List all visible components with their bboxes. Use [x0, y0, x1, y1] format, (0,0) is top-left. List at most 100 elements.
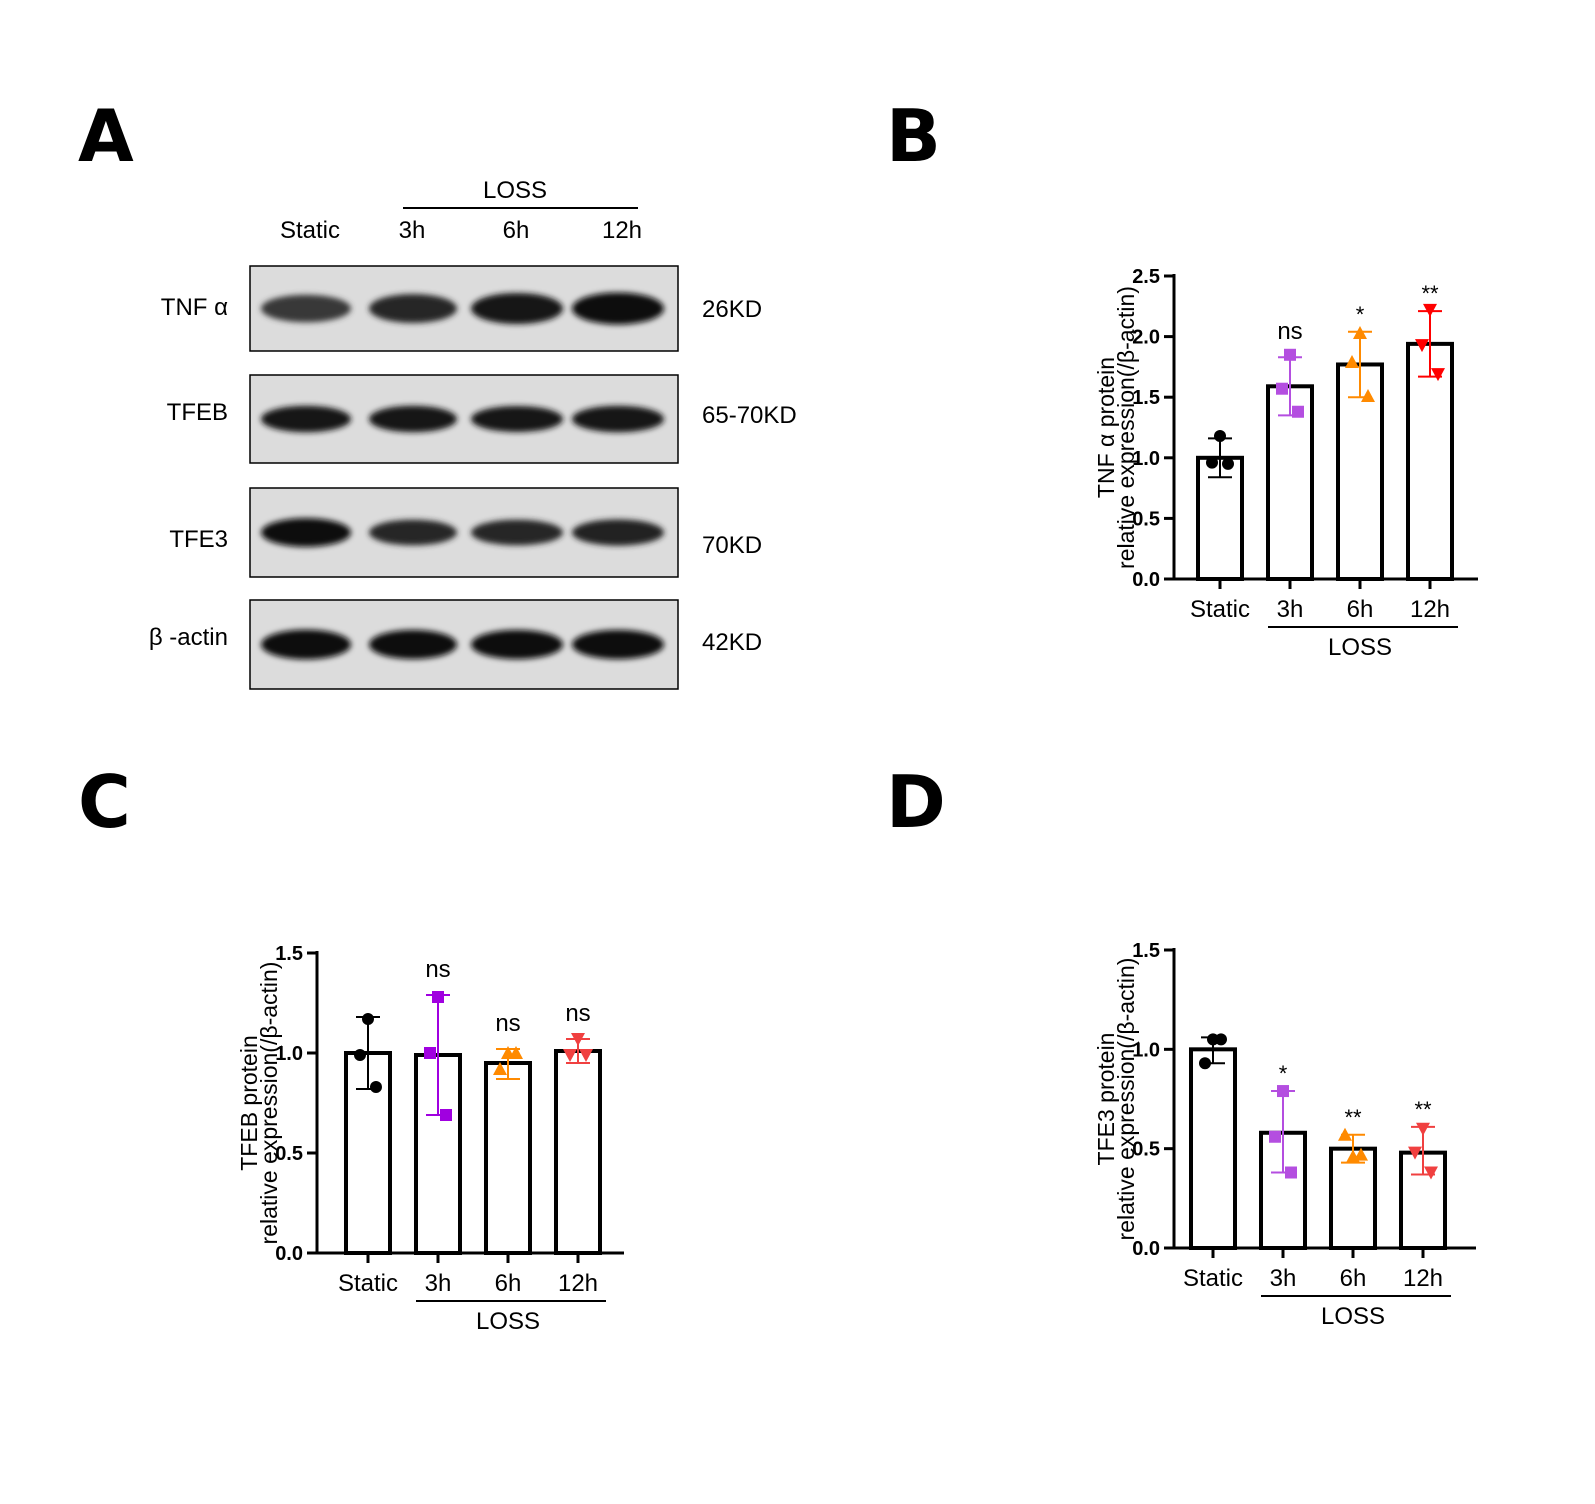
y-axis-label-line2: relative expression(/β-actin)	[1113, 958, 1139, 1241]
data-point	[1424, 1166, 1438, 1180]
significance-label: *	[1279, 1061, 1288, 1086]
bar	[554, 1049, 602, 1255]
bar	[1189, 1047, 1237, 1250]
x-tick-label: 6h	[1340, 1265, 1367, 1292]
data-point	[1285, 1166, 1297, 1179]
bar	[484, 1061, 532, 1255]
y-tick-label: 0.5	[275, 1143, 303, 1165]
western-blot-panel: Static 3h 6h 12h LOSS TNF α 26KD TFEB 65-70KD TFE…	[149, 177, 797, 690]
x-tick-label: 3h	[425, 1270, 452, 1297]
blot-band	[572, 405, 664, 433]
blot-band	[572, 629, 664, 660]
panel-label-c: C	[78, 760, 131, 844]
data-point	[1284, 348, 1296, 361]
data-point	[1338, 1127, 1352, 1141]
blot-band	[369, 519, 457, 546]
data-point	[424, 1047, 436, 1059]
panel-label-b: B	[886, 94, 941, 178]
blot-group-label: LOSS	[483, 177, 547, 204]
blot-protein-label: TFE3	[169, 526, 228, 553]
x-tick-label: 6h	[495, 1270, 522, 1297]
y-axis-label-line2: relative expression(/β-actin)	[1113, 286, 1139, 569]
blot-lane-label: 3h	[399, 217, 426, 244]
blot-protein-label: β -actin	[149, 624, 228, 651]
data-point	[509, 1046, 523, 1059]
data-point	[1408, 1146, 1422, 1160]
y-tick-label: 1.0	[1132, 1039, 1160, 1061]
significance-label: ns	[425, 956, 450, 983]
blot-band	[261, 518, 351, 547]
x-tick-label: 6h	[1347, 596, 1374, 623]
y-axis-label-line1: TNF α protein	[1093, 357, 1119, 498]
y-tick-label: 1.0	[275, 1043, 303, 1065]
blot-band	[369, 629, 457, 660]
x-tick-label: 12h	[558, 1270, 598, 1297]
significance-label: ns	[495, 1010, 520, 1037]
blot-lane-label: 12h	[602, 217, 642, 244]
data-point	[1423, 303, 1437, 317]
y-axis-label-line2: relative expression(/β-actin)	[256, 962, 282, 1245]
blot-lane-label: Static	[280, 217, 340, 244]
y-tick-label: 0.5	[1132, 1139, 1160, 1161]
blot-size-label: 42KD	[702, 629, 762, 656]
blot-band	[471, 629, 563, 660]
data-point	[1206, 456, 1218, 469]
data-point	[493, 1062, 507, 1075]
data-point	[1276, 382, 1288, 395]
bar	[1336, 362, 1384, 581]
x-tick-label: 12h	[1410, 596, 1450, 623]
group-label: LOSS	[1321, 1303, 1385, 1330]
data-point	[1416, 1122, 1430, 1136]
y-axis-label-line1: TFE3 protein	[1093, 1033, 1119, 1166]
blot-band	[261, 405, 351, 433]
blot-band	[261, 629, 351, 660]
blot-lane-label: 6h	[503, 217, 530, 244]
bar	[1406, 341, 1454, 582]
significance-label: **	[1344, 1105, 1362, 1130]
x-tick-label: 3h	[1270, 1265, 1297, 1292]
blot-band	[471, 519, 563, 546]
blot-protein-label: TFEB	[167, 399, 228, 426]
panel-label-a: A	[78, 94, 134, 178]
y-tick-label: 1.0	[1132, 448, 1160, 470]
y-tick-label: 1.5	[1132, 387, 1160, 409]
data-point	[1222, 457, 1234, 470]
data-point	[1199, 1057, 1211, 1070]
data-point	[1345, 355, 1359, 369]
data-point	[571, 1033, 585, 1046]
data-point	[1431, 368, 1445, 382]
panel-label-d: D	[886, 760, 946, 844]
bar	[1196, 455, 1244, 581]
blot-band	[369, 405, 457, 433]
significance-label: ns	[565, 1000, 590, 1027]
data-point	[1354, 1147, 1368, 1161]
data-point	[1215, 1033, 1227, 1046]
blot-band	[572, 292, 664, 325]
y-tick-label: 2.5	[1132, 266, 1160, 288]
blot-band	[572, 519, 664, 546]
data-point	[362, 1013, 374, 1025]
data-point	[1214, 429, 1226, 442]
y-tick-label: 0.0	[1132, 1238, 1160, 1260]
significance-label: ns	[1277, 318, 1302, 345]
group-label: LOSS	[1328, 634, 1392, 661]
data-point	[1415, 339, 1429, 353]
y-axis-label-line1: TFEB protein	[236, 1035, 262, 1171]
data-point	[370, 1081, 382, 1093]
x-tick-label: Static	[1190, 596, 1250, 623]
y-tick-label: 1.5	[275, 943, 303, 965]
y-tick-label: 0.0	[1132, 569, 1160, 591]
data-point	[579, 1049, 593, 1062]
blot-size-label: 65-70KD	[702, 402, 797, 429]
x-tick-label: 12h	[1403, 1265, 1443, 1292]
significance-label: *	[1356, 302, 1365, 327]
group-label: LOSS	[476, 1308, 540, 1335]
x-tick-label: Static	[338, 1270, 398, 1297]
x-tick-label: Static	[1183, 1265, 1243, 1292]
blot-band	[471, 293, 563, 324]
data-point	[1277, 1085, 1289, 1098]
y-tick-label: 0.5	[1132, 508, 1160, 530]
data-point	[563, 1049, 577, 1062]
